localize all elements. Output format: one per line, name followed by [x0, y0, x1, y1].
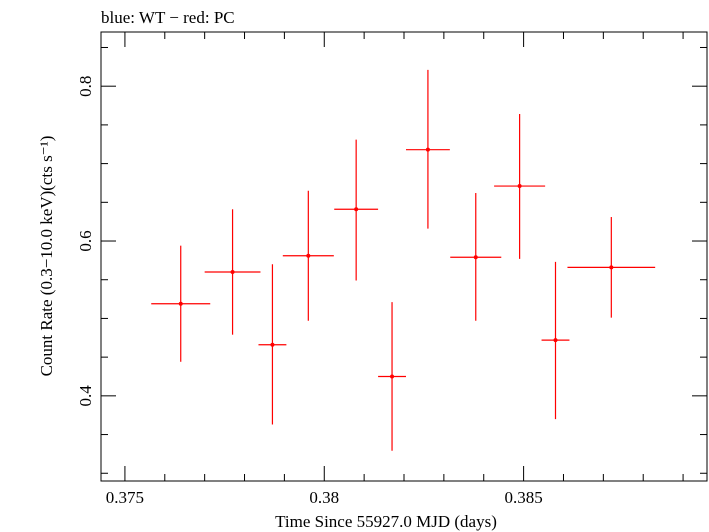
x-tick-label: 0.38	[309, 488, 339, 507]
data-point	[204, 209, 261, 335]
data-marker	[609, 265, 614, 270]
data-marker	[270, 342, 275, 347]
data-point	[405, 69, 450, 229]
x-axis-ticks: 0.375 0.38 0.385	[106, 32, 684, 507]
y-axis-label: Count Rate (0.3−10.0 keV)(cts s⁻¹)	[37, 136, 56, 377]
data-marker	[230, 269, 235, 274]
data-marker	[178, 301, 183, 306]
data-marker	[390, 374, 395, 379]
y-axis-ticks: 0.4 0.6 0.8	[76, 46, 707, 474]
data-marker	[517, 184, 522, 189]
data-series-pc	[151, 69, 656, 451]
data-point	[541, 261, 570, 420]
data-point	[258, 264, 287, 425]
x-axis-label: Time Since 55927.0 MJD (days)	[275, 512, 497, 531]
data-point	[282, 190, 334, 321]
data-point	[450, 193, 502, 321]
data-point	[567, 217, 656, 318]
y-tick-label: 0.6	[76, 230, 95, 251]
x-tick-label: 0.385	[504, 488, 542, 507]
plot-frame	[100, 31, 708, 482]
data-marker	[425, 147, 430, 152]
data-point	[494, 114, 546, 259]
data-point	[151, 245, 211, 362]
y-tick-label: 0.4	[76, 385, 95, 407]
data-marker	[473, 255, 478, 260]
data-point	[378, 302, 406, 451]
x-tick-label: 0.375	[106, 488, 144, 507]
data-point	[334, 139, 379, 281]
data-marker	[306, 253, 311, 258]
chart-title: blue: WT − red: PC	[101, 8, 235, 27]
data-marker	[354, 207, 359, 212]
y-tick-label: 0.8	[76, 76, 95, 97]
data-marker	[553, 338, 558, 343]
